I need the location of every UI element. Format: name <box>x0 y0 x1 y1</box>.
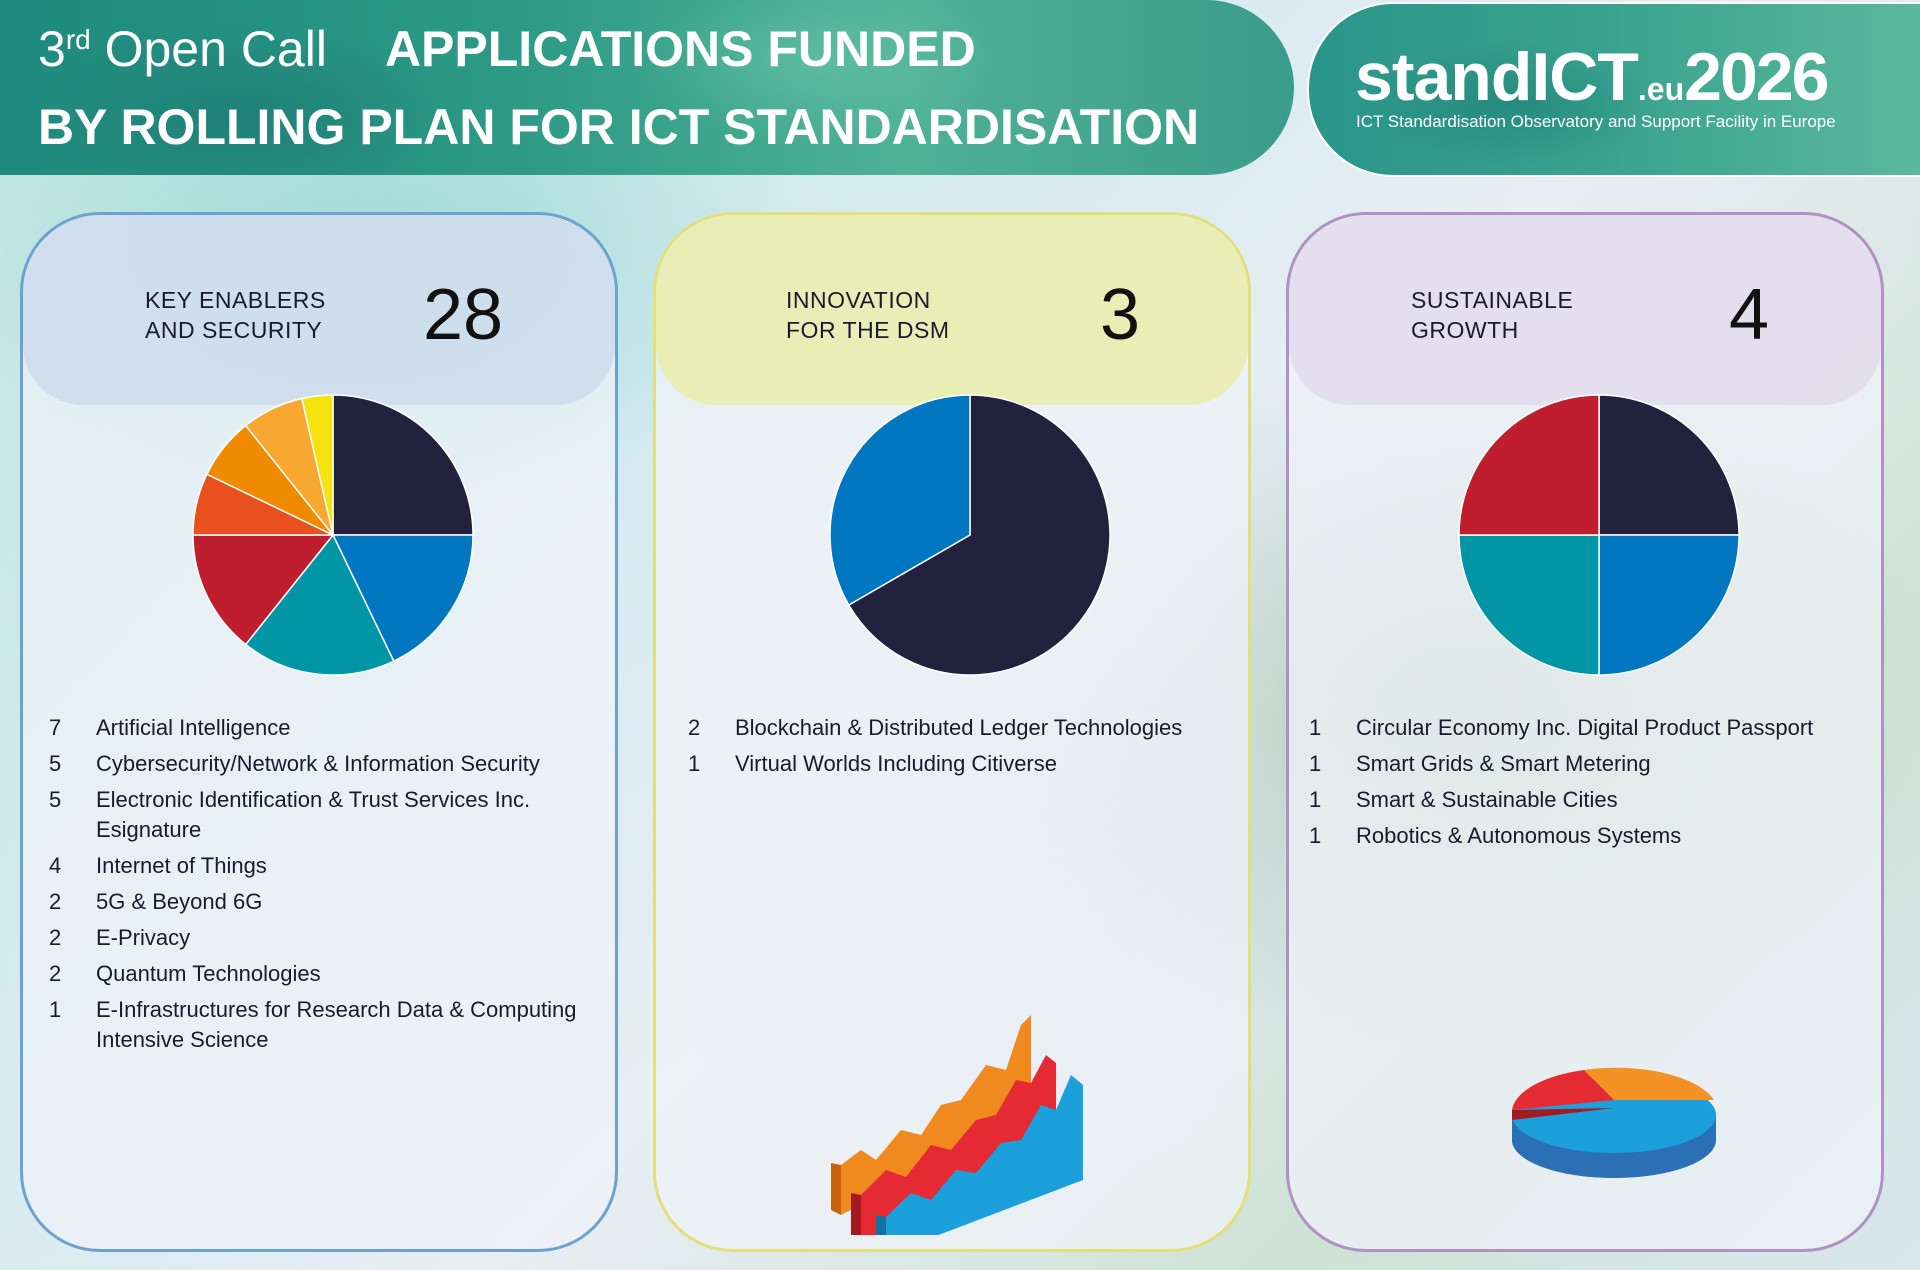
panel-count: 4 <box>1729 275 1770 355</box>
item-count: 2 <box>49 925 62 950</box>
item-label: Robotics & Autonomous Systems <box>1356 823 1682 848</box>
logo-year: 2026 <box>1684 39 1829 115</box>
pie-chart-3d-icon <box>1512 1067 1716 1178</box>
item-label: E-Infrastructures for Research Data & Co… <box>96 997 577 1052</box>
logo-eu: .eu <box>1637 71 1685 107</box>
list-item: 2 Quantum Technologies <box>49 959 609 989</box>
pie-slice-2 <box>1598 534 1740 676</box>
panel-key-enablers: KEY ENABLERS AND SECURITY 28 7 Artificial… <box>20 212 618 1252</box>
item-count: 1 <box>49 997 62 1022</box>
pie-slice-2 <box>829 394 971 607</box>
panel-label-line2: GROWTH <box>1411 317 1519 343</box>
item-count: 2 <box>49 889 62 914</box>
page-title-line2: BY ROLLING PLAN FOR ICT STANDARDISATION <box>38 99 1200 155</box>
panel-label: INNOVATION FOR THE DSM <box>786 285 950 345</box>
panel-header <box>656 215 1248 405</box>
item-label: Blockchain & Distributed Ledger Technolo… <box>735 715 1183 740</box>
pie-slice-1 <box>332 394 474 536</box>
list-item: 2 Blockchain & Distributed Ledger Technol… <box>688 713 1248 743</box>
item-label: Cybersecurity/Network & Information Secu… <box>96 751 540 776</box>
pie-slice-3 <box>1458 534 1600 676</box>
item-label: Smart Grids & Smart Metering <box>1356 751 1651 776</box>
pie-chart-key-enablers <box>192 394 474 676</box>
logo-ict: ICT <box>1531 39 1639 115</box>
list-item: 7 Artificial Intelligence <box>49 713 609 743</box>
list-item: 5 Electronic Identification & Trust Servi… <box>49 785 609 845</box>
call-label: Open Call <box>90 21 327 77</box>
call-number: 3 <box>38 21 66 77</box>
title-banner <box>0 0 1294 175</box>
page-title-line1: 3rd Open Call APPLICATIONS FUNDED <box>38 20 976 78</box>
pie-slice-4 <box>192 534 335 646</box>
category-list: 1 Circular Economy Inc. Digital Product P… <box>1309 713 1874 857</box>
pie-slice-4 <box>1458 394 1600 536</box>
title-strong: APPLICATIONS FUNDED <box>384 21 976 77</box>
category-list: 2 Blockchain & Distributed Ledger Technol… <box>688 713 1248 785</box>
call-superscript: rd <box>65 24 91 55</box>
list-item: 4 Internet of Things <box>49 851 609 881</box>
pie-slice-8 <box>300 394 334 536</box>
item-label: Virtual Worlds Including Citiverse <box>735 751 1057 776</box>
item-count: 2 <box>49 961 62 986</box>
item-count: 1 <box>1309 751 1322 776</box>
standict-logo: standICT.eu2026 <box>1355 38 1829 116</box>
list-item: 1 Robotics & Autonomous Systems <box>1309 821 1874 851</box>
pie-chart-sustainable-growth <box>1458 394 1740 676</box>
panel-header <box>1289 215 1881 405</box>
pie-slice-2 <box>331 534 474 663</box>
item-count: 7 <box>49 715 62 740</box>
area-chart-3d-icon <box>831 1015 1083 1235</box>
panel-label: KEY ENABLERS AND SECURITY <box>145 285 326 345</box>
logo-stand: stand <box>1355 39 1532 115</box>
item-count: 4 <box>49 853 62 878</box>
list-item: 2 E-Privacy <box>49 923 609 953</box>
logo-tagline: ICT Standardisation Observatory and Supp… <box>1356 112 1836 131</box>
panel-label: SUSTAINABLE GROWTH <box>1411 285 1573 345</box>
panel-label-line1: SUSTAINABLE <box>1411 287 1574 313</box>
item-count: 1 <box>1309 787 1322 812</box>
panel-innovation-dsm: INNOVATION FOR THE DSM 3 2 Blockchain & D… <box>653 212 1251 1252</box>
pie-slice-1 <box>847 394 1111 676</box>
item-label: Circular Economy Inc. Digital Product Pa… <box>1356 715 1814 740</box>
logo-banner <box>1307 2 1920 177</box>
item-label: Internet of Things <box>96 853 267 878</box>
panel-sustainable-growth: SUSTAINABLE GROWTH 4 1 Circular Economy I… <box>1286 212 1884 1252</box>
item-label: Artificial Intelligence <box>96 715 291 740</box>
list-item: 1 Smart & Sustainable Cities <box>1309 785 1874 815</box>
list-item: 1 Smart Grids & Smart Metering <box>1309 749 1874 779</box>
pie-chart-innovation-dsm <box>829 394 1111 676</box>
pie-slice-3 <box>244 533 395 676</box>
item-count: 5 <box>49 787 62 812</box>
item-count: 2 <box>688 715 701 740</box>
item-label: Smart & Sustainable Cities <box>1356 787 1618 812</box>
category-list: 7 Artificial Intelligence 5 Cybersecurity/N… <box>49 713 609 1061</box>
list-item: 1 Circular Economy Inc. Digital Product P… <box>1309 713 1874 743</box>
panel-label-line2: AND SECURITY <box>145 317 323 343</box>
panel-count: 28 <box>423 275 504 355</box>
panel-label-line1: INNOVATION <box>786 287 931 313</box>
item-count: 1 <box>1309 823 1322 848</box>
item-label: 5G & Beyond 6G <box>96 889 263 914</box>
panel-header <box>23 215 615 405</box>
item-count: 1 <box>688 751 701 776</box>
item-count: 5 <box>49 751 62 776</box>
list-item: 1 E-Infrastructures for Research Data & C… <box>49 995 609 1055</box>
panel-label-line2: FOR THE DSM <box>786 317 950 343</box>
list-item: 5 Cybersecurity/Network & Information Sec… <box>49 749 609 779</box>
list-item: 1 Virtual Worlds Including Citiverse <box>688 749 1248 779</box>
panel-label-line1: KEY ENABLERS <box>145 287 326 313</box>
panel-count: 3 <box>1100 275 1141 355</box>
item-label: Quantum Technologies <box>96 961 321 986</box>
item-label: E-Privacy <box>96 925 191 950</box>
item-count: 1 <box>1309 715 1322 740</box>
item-label: Electronic Identification & Trust Servic… <box>96 787 531 842</box>
pie-slice-1 <box>1598 394 1740 536</box>
list-item: 2 5G & Beyond 6G <box>49 887 609 917</box>
